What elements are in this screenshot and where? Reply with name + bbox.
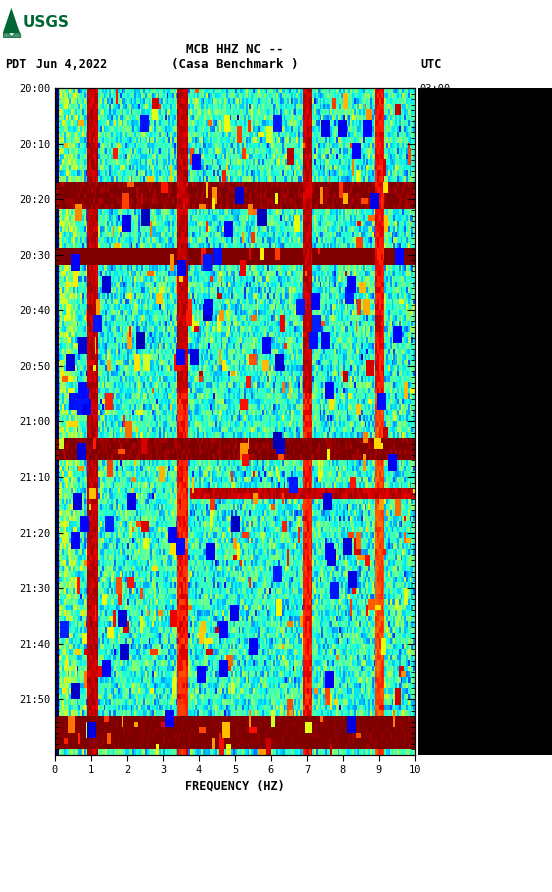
Polygon shape bbox=[3, 8, 20, 33]
Text: MCB HHZ NC --: MCB HHZ NC -- bbox=[186, 43, 284, 55]
X-axis label: FREQUENCY (HZ): FREQUENCY (HZ) bbox=[185, 780, 285, 793]
Text: Jun 4,2022: Jun 4,2022 bbox=[36, 58, 107, 70]
Text: (Casa Benchmark ): (Casa Benchmark ) bbox=[171, 58, 299, 70]
Text: UTC: UTC bbox=[421, 58, 442, 70]
Text: PDT: PDT bbox=[6, 58, 27, 70]
Text: USGS: USGS bbox=[23, 14, 70, 29]
